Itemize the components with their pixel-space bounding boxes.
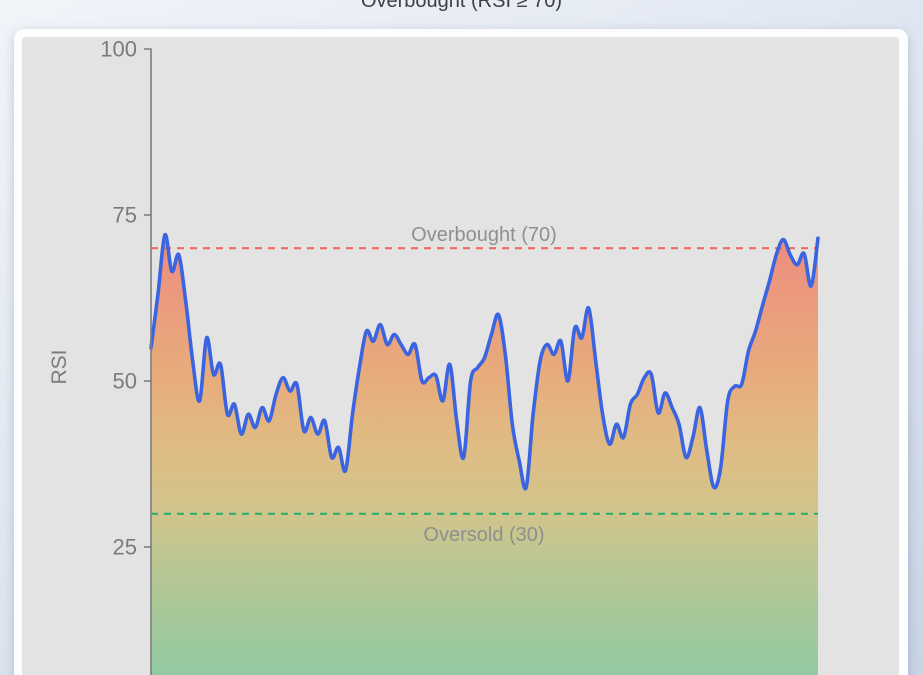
plot-area xyxy=(22,37,899,675)
chart-card xyxy=(14,29,908,675)
chart-title: Overbought (RSI ≥ 70) xyxy=(360,0,563,12)
